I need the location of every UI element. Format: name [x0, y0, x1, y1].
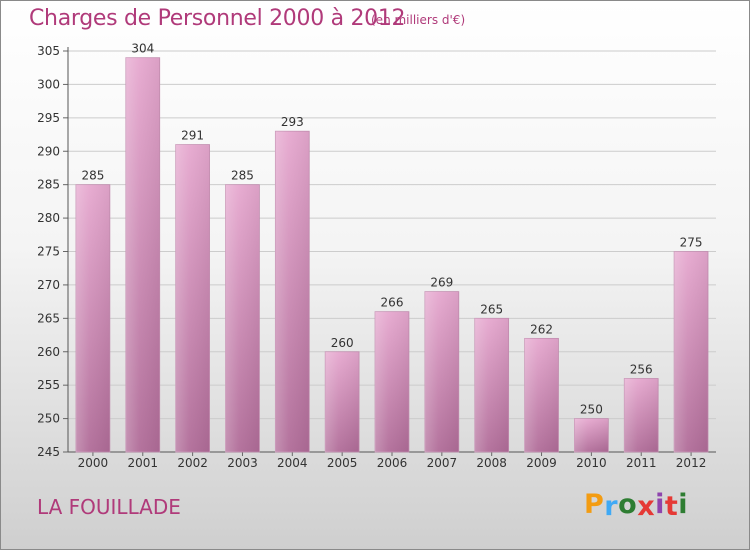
data-label-2012: 275	[680, 236, 703, 250]
data-label-2004: 293	[281, 115, 304, 129]
y-tick-label: 265	[37, 311, 60, 325]
y-tick-label: 270	[37, 278, 60, 292]
bar-shine-2002	[175, 144, 210, 453]
x-tick-label-2006: 2006	[377, 456, 408, 470]
x-tick-label-2001: 2001	[127, 456, 158, 470]
x-tick-label-2008: 2008	[476, 456, 507, 470]
x-tick-label-2007: 2007	[427, 456, 458, 470]
y-tick-label: 305	[37, 44, 60, 58]
y-tick-label: 275	[37, 245, 60, 259]
logo-letter: x	[637, 491, 656, 522]
y-tick-label: 295	[37, 111, 60, 125]
y-tick-label: 280	[37, 211, 60, 225]
x-tick-label-2010: 2010	[576, 456, 607, 470]
data-label-2002: 291	[181, 129, 204, 143]
bar-shine-2001	[125, 57, 160, 452]
commune-name: LA FOUILLADE	[37, 495, 181, 519]
data-label-2003: 285	[231, 169, 254, 183]
logo-letter: t	[664, 491, 679, 522]
data-labels: 285 304 291 285 293 260 266 269 265 262 250 256 275	[81, 42, 702, 417]
chart-title: Charges de Personnel 2000 à 2012	[29, 6, 406, 31]
bar-shine-2008	[474, 318, 509, 452]
x-tick-label-2011: 2011	[626, 456, 657, 470]
x-tick-label-2000: 2000	[78, 456, 109, 470]
bar-shine-2011	[624, 378, 659, 452]
y-tick-label: 285	[37, 178, 60, 192]
y-tick-label: 260	[37, 345, 60, 359]
data-label-2010: 250	[580, 403, 603, 417]
logo-letter: r	[604, 491, 619, 522]
x-tick-label-2009: 2009	[526, 456, 557, 470]
bar-shine-2005	[325, 351, 360, 452]
bar-shine-2009	[524, 338, 559, 452]
axes: 245 250 255 260 265 270 275 280 285 290 295 300 305 2…	[37, 44, 716, 470]
data-label-2009: 262	[530, 322, 553, 336]
x-tick-label-2002: 2002	[177, 456, 208, 470]
chart-subtitle: (en milliers d'€)	[371, 13, 466, 27]
bar-shine-2006	[375, 311, 409, 452]
x-tick-label-2004: 2004	[277, 456, 308, 470]
data-label-2000: 285	[81, 169, 104, 183]
logo-letter: i	[655, 489, 665, 520]
x-tick-label-2012: 2012	[676, 456, 707, 470]
y-tick-label: 250	[37, 412, 60, 426]
bar-shine-2012	[674, 251, 709, 452]
x-tick-label-2003: 2003	[227, 456, 258, 470]
bar-shine-2007	[424, 291, 459, 452]
proxiti-logo: Proxiti	[584, 489, 689, 522]
y-tick-label: 255	[37, 378, 60, 392]
data-label-2001: 304	[131, 42, 154, 56]
bar-shine-2010	[574, 418, 609, 452]
x-tick-label-2005: 2005	[327, 456, 358, 470]
data-label-2008: 265	[480, 302, 503, 316]
logo-letter: o	[618, 489, 638, 520]
bar-shine-2004	[275, 131, 310, 452]
y-tick-label: 245	[37, 445, 60, 459]
data-label-2005: 260	[331, 336, 354, 350]
logo-letter: i	[678, 489, 689, 520]
bar-shine-2003	[225, 184, 260, 452]
data-label-2006: 266	[381, 296, 404, 310]
bar-shine-2000	[75, 184, 110, 452]
y-tick-label: 300	[37, 77, 60, 91]
y-tick-label: 290	[37, 144, 60, 158]
logo-letter: P	[584, 489, 605, 520]
data-label-2011: 256	[630, 362, 653, 376]
data-label-2007: 269	[430, 276, 453, 290]
bars	[75, 57, 709, 453]
